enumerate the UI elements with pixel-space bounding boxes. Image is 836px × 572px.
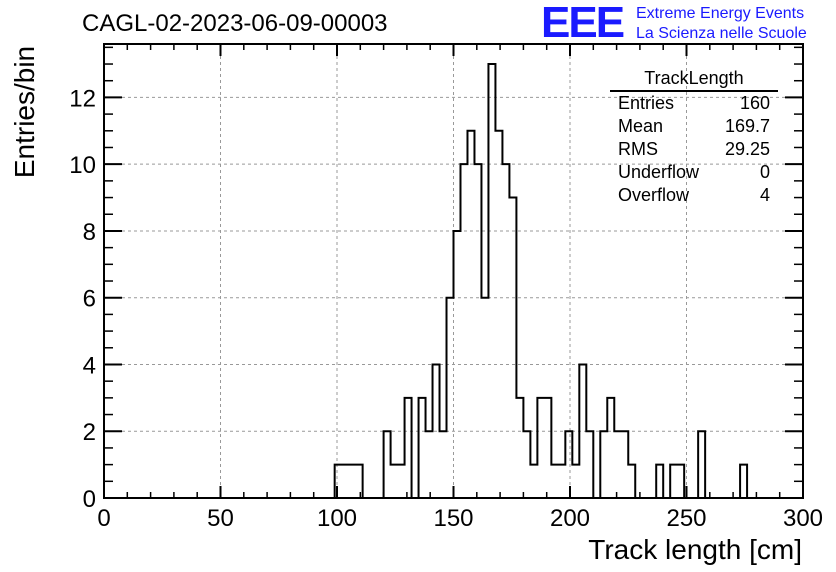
stats-label: Overflow — [618, 185, 690, 205]
histogram-outline — [104, 63, 803, 499]
stats-row-overflow: Overflow 4 — [610, 184, 778, 207]
x-tick-labels: 0 50 100 150 200 250 300 — [97, 505, 823, 532]
run-title: CAGL-02-2023-06-09-00003 — [82, 10, 388, 37]
stats-value: 4 — [759, 185, 770, 205]
y-tick-label: 10 — [69, 152, 96, 179]
stats-label: Underflow — [618, 162, 700, 182]
x-tick-label: 300 — [783, 505, 823, 532]
x-tick-label: 250 — [666, 505, 706, 532]
x-axis-label: Track length [cm] — [588, 534, 802, 565]
y-tick-label: 2 — [83, 419, 96, 446]
x-tick-label: 150 — [433, 505, 473, 532]
stats-row-underflow: Underflow 0 — [610, 161, 778, 184]
eee-logo: EEE — [541, 0, 625, 47]
stats-label: Entries — [618, 93, 675, 113]
logo-caption: Extreme Energy Events La Scienza nelle S… — [636, 4, 807, 44]
stats-value: 0 — [759, 162, 770, 182]
x-tick-label: 200 — [550, 505, 590, 532]
stats-title: TrackLength — [610, 68, 778, 92]
y-axis-label: Entries/bin — [9, 45, 40, 179]
x-tick-label: 50 — [207, 505, 234, 532]
stats-value: 160 — [739, 93, 770, 113]
stats-row-mean: Mean 169.7 — [610, 115, 778, 138]
y-tick-label: 12 — [69, 85, 96, 112]
stats-box: TrackLength Entries 160 Mean 169.7 RMS 29.2… — [610, 68, 778, 207]
axis-ticks — [103, 44, 804, 499]
y-tick-label: 8 — [83, 219, 96, 246]
y-tick-label: 4 — [83, 352, 96, 379]
x-tick-label: 0 — [97, 505, 110, 532]
stats-label: RMS — [618, 139, 658, 159]
stats-row-rms: RMS 29.25 — [610, 138, 778, 161]
stats-row-entries: Entries 160 — [610, 92, 778, 115]
logo-line-1: Extreme Energy Events — [636, 5, 805, 22]
stats-value: 169.7 — [724, 116, 770, 136]
x-tick-label: 100 — [317, 505, 357, 532]
y-tick-labels: 0 2 4 6 8 10 12 — [69, 85, 96, 513]
stats-value: 29.25 — [724, 139, 770, 159]
y-tick-label: 0 — [83, 486, 96, 513]
stats-label: Mean — [618, 116, 664, 136]
logo-line-2: La Scienza nelle Scuole — [636, 25, 807, 42]
y-tick-label: 6 — [83, 286, 96, 313]
